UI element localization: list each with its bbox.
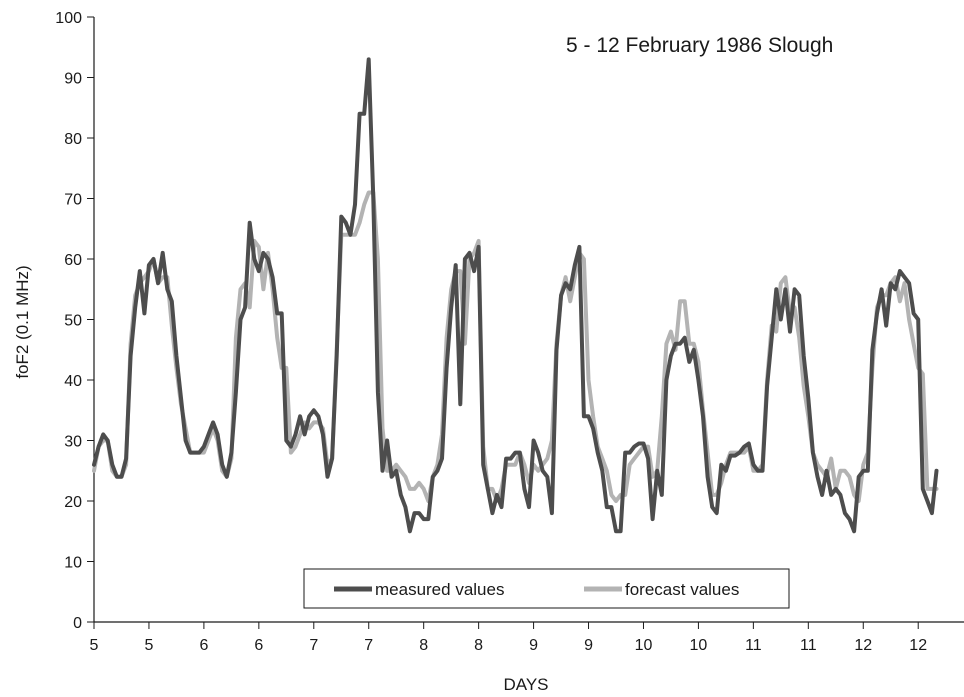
- y-tick-label: 10: [64, 555, 82, 572]
- x-tick-label: 12: [909, 637, 927, 654]
- x-tick-label: 12: [854, 637, 872, 654]
- x-tick-label: 10: [635, 637, 653, 654]
- y-tick-label: 70: [64, 192, 82, 209]
- y-axis-title: foF2 (0.1 MHz): [13, 265, 32, 378]
- y-tick-label: 0: [73, 615, 82, 632]
- x-tick-label: 6: [254, 637, 263, 654]
- x-tick-label: 5: [90, 637, 99, 654]
- x-axis: 5 5 6 6 7 7 8 8 9 9 10 10 11 11 12 12: [90, 622, 927, 654]
- plot-frame: [93, 17, 964, 623]
- x-tick-label: 11: [800, 637, 817, 654]
- x-tick-label: 7: [364, 637, 373, 654]
- series-measured-line: [92, 57, 939, 534]
- x-tick-label: 7: [309, 637, 318, 654]
- legend-label-forecast: forecast values: [625, 580, 739, 599]
- legend-box: [303, 568, 790, 609]
- y-tick-label: 90: [64, 71, 82, 88]
- legend: measured values forecast values: [303, 568, 790, 609]
- series-forecast-line: [92, 190, 939, 503]
- y-tick-label: 60: [64, 252, 82, 269]
- y-tick-label: 40: [64, 373, 82, 390]
- x-tick-label: 8: [474, 637, 483, 654]
- x-axis-title: DAYS: [503, 675, 548, 694]
- y-tick-label: 100: [55, 10, 82, 27]
- series-layer: [92, 57, 939, 534]
- x-tick-label: 8: [419, 637, 428, 654]
- x-tick-label: 9: [584, 637, 593, 654]
- y-tick-label: 50: [64, 313, 82, 330]
- y-tick-label: 80: [64, 131, 82, 148]
- y-axis: 0 10 20 30 40 50 60 70 80 90 100: [55, 10, 94, 632]
- y-tick-label: 20: [64, 494, 82, 511]
- x-tick-label: 6: [199, 637, 208, 654]
- x-tick-label: 9: [529, 637, 538, 654]
- x-tick-label: 5: [144, 637, 153, 654]
- legend-label-measured: measured values: [375, 580, 504, 599]
- y-tick-label: 30: [64, 434, 82, 451]
- x-tick-label: 10: [690, 637, 708, 654]
- chart-title: 5 - 12 February 1986 Slough: [566, 34, 833, 57]
- x-tick-label: 11: [745, 637, 762, 654]
